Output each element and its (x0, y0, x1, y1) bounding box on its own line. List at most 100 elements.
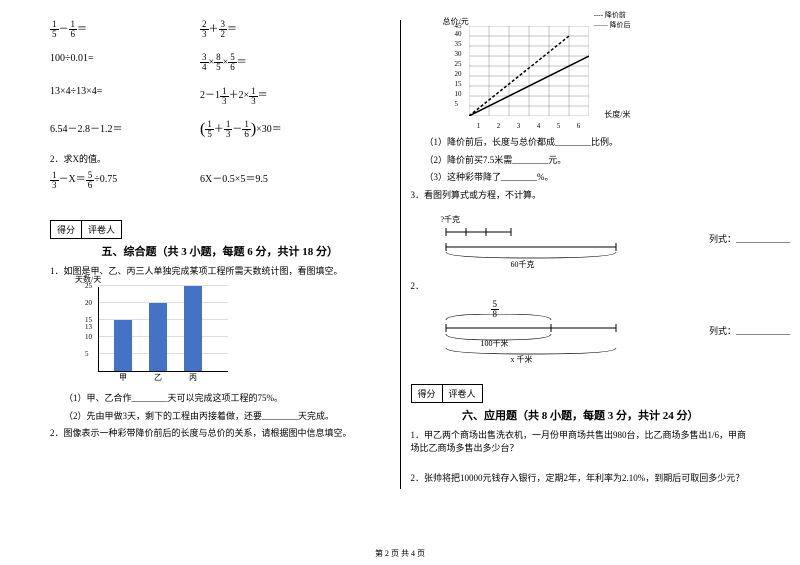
frac-den: 6 (228, 63, 237, 72)
y-tick: 10 (455, 90, 462, 98)
section-5-title: 五、综合题（共 3 小题，每题 6 分，共计 18 分） (50, 243, 390, 259)
frac-den: 3 (200, 30, 209, 39)
eq-text: 2－1 (200, 90, 220, 101)
frac-den: 4 (200, 63, 209, 72)
segment-1-svg (441, 222, 621, 262)
eq-3-left: 13×4÷13×4= (50, 86, 200, 105)
eq-suffix: ＝ (258, 90, 268, 101)
score-label: 得分 (50, 220, 82, 239)
eq-3-right: 2－113＋2×13＝ (200, 86, 390, 105)
segment-1: ?千克 60千克 列式：____________ (441, 222, 731, 262)
dash-icon: ---- (594, 11, 603, 19)
seg1-formula: 列式：____________ (709, 232, 790, 245)
q2-eq2: 6X－0.5×5＝9.5 (200, 170, 390, 189)
q2-eq1: 13－X＝56÷0.75 (50, 170, 200, 189)
x-tick: 1 (469, 122, 489, 130)
seg2-sub: x 千米 (511, 354, 533, 365)
bar-2 (149, 303, 167, 371)
eq-suffix: ＝ (237, 57, 247, 68)
q2-eqs: 13－X＝56÷0.75 6X－0.5×5＝9.5 (50, 170, 390, 189)
section-6-title: 六、应用题（共 8 小题，每题 3 分，共计 24 分） (411, 407, 751, 423)
eq-row-1: 15－16＝ 23＋32＝ (50, 20, 390, 39)
legend-after: 降价后 (610, 21, 631, 29)
y-tick: 15 (85, 316, 92, 324)
r-sub1: （1）降价前后，长度与总价都成________比例。 (411, 136, 751, 150)
y-tick: 30 (455, 50, 462, 58)
bar-1 (114, 320, 132, 371)
score-table-6: 得分 评卷人 (411, 384, 751, 403)
frac-den: 2 (219, 30, 228, 39)
eq-4-left: 6.54－2.8－1.2＝ (50, 120, 200, 139)
r-sub3: （3）这种彩带降了________%。 (411, 171, 751, 185)
r-q3-2: 2． (411, 280, 751, 294)
eq-row-3: 13×4÷13×4= 2－113＋2×13＝ (50, 86, 390, 105)
bar-chart: 天数/天 5 10 13 15 20 25 甲 乙 丙 (80, 284, 240, 384)
y-tick: 13 (85, 323, 92, 331)
x-tick: 3 (509, 122, 529, 130)
right-column: ---- 降价前 —— 降价后 总价/元 1 2 3 4 5 6 (401, 20, 761, 489)
x-tick: 4 (529, 122, 549, 130)
x-label: 甲 (114, 372, 132, 383)
x-tick: 5 (549, 122, 569, 130)
s5-sub2: （2）先由甲做3天，剩下的工程由丙接着做，还要________天完成。 (50, 410, 390, 424)
segment-2: 58 100千米 x 千米 列式：____________ (441, 314, 731, 354)
grader-label: 评卷人 (82, 220, 122, 239)
eq-2-left: 100÷0.01= (50, 53, 200, 72)
eq-4-right: (15＋13－16)×30＝ (200, 120, 390, 139)
frac-den: 3 (50, 181, 59, 190)
x-label: 丙 (184, 372, 202, 383)
eq1-suffix: ÷0.75 (94, 174, 117, 185)
frac-den: 3 (220, 97, 229, 106)
line-chart: ---- 降价前 —— 降价后 总价/元 1 2 3 4 5 6 (451, 20, 601, 130)
page-content: 15－16＝ 23＋32＝ 100÷0.01= 34×85×56＝ 13×4÷1… (0, 0, 800, 499)
y-tick: 40 (455, 30, 462, 38)
x-tick: 2 (489, 122, 509, 130)
frac-den: 5 (50, 30, 59, 39)
eq-row-2: 100÷0.01= 34×85×56＝ (50, 53, 390, 72)
frac-den: 3 (224, 130, 233, 139)
seg2-bottom: 100千米 (481, 338, 509, 349)
y-tick: 10 (85, 333, 92, 341)
seg1-bottom: 60千克 (511, 259, 535, 270)
y-tick: 25 (85, 282, 92, 290)
eq-1-left: 15－16＝ (50, 20, 200, 39)
y-tick: 5 (455, 100, 459, 108)
y-tick: 45 (455, 22, 462, 30)
chart-legend: ---- 降价前 —— 降价后 (594, 10, 631, 30)
frac-den: 6 (242, 130, 251, 139)
eq-1-right: 23＋32＝ (200, 20, 390, 39)
page-footer: 第 2 页 共 4 页 (0, 548, 800, 559)
frac-den: 5 (205, 130, 214, 139)
line-xlabel: 长度/米 (604, 109, 630, 120)
frac-den: 6 (86, 181, 95, 190)
eq1-pre: －X＝ (59, 174, 86, 185)
bar-axes: 5 10 13 15 20 25 甲 乙 丙 (98, 287, 228, 372)
legend-before: 降价前 (605, 11, 626, 19)
bar-3 (184, 286, 202, 371)
y-tick: 20 (85, 299, 92, 307)
s5-sub1: （1）甲、乙合作________天可以完成这项工程的75%。 (50, 392, 390, 406)
frac-den: 6 (69, 30, 78, 39)
seg2-formula: 列式：____________ (709, 324, 790, 337)
r-sub2: （2）降价前买7.5米需________元。 (411, 154, 751, 168)
eq-mid: ＋2× (229, 90, 250, 101)
y-tick: 5 (85, 350, 89, 358)
y-tick: 35 (455, 40, 462, 48)
x-label: 乙 (149, 372, 167, 383)
eq-2-right: 34×85×56＝ (200, 53, 390, 72)
frac-den: 3 (249, 97, 258, 106)
frac-den: 5 (214, 63, 223, 72)
x-tick: 6 (569, 122, 589, 130)
left-column: 15－16＝ 23＋32＝ 100÷0.01= 34×85×56＝ 13×4÷1… (40, 20, 401, 489)
line-chart-svg (469, 26, 589, 116)
grader-label: 评卷人 (443, 384, 483, 403)
s5-q2: 2．图像表示一种彩带降价前后的长度与总价的关系，请根据图中信息填空。 (50, 427, 390, 441)
s6-q2: 2．张帅将把10000元钱存入银行，定期2年，年利率为2.10%，到期后可取回多… (411, 472, 751, 486)
r-q3: 3．看图列算式或方程，不计算。 (411, 189, 751, 203)
y-tick: 15 (455, 80, 462, 88)
s6-q1: 1．甲乙两个商场出售洗衣机，一月份甲商场共售出980台，比乙商场多售出1/6，甲… (411, 429, 751, 456)
y-tick: 20 (455, 70, 462, 78)
frac-num: 5 (491, 300, 500, 310)
eq-suffix: ＝ (77, 24, 87, 35)
y-tick: 25 (455, 60, 462, 68)
